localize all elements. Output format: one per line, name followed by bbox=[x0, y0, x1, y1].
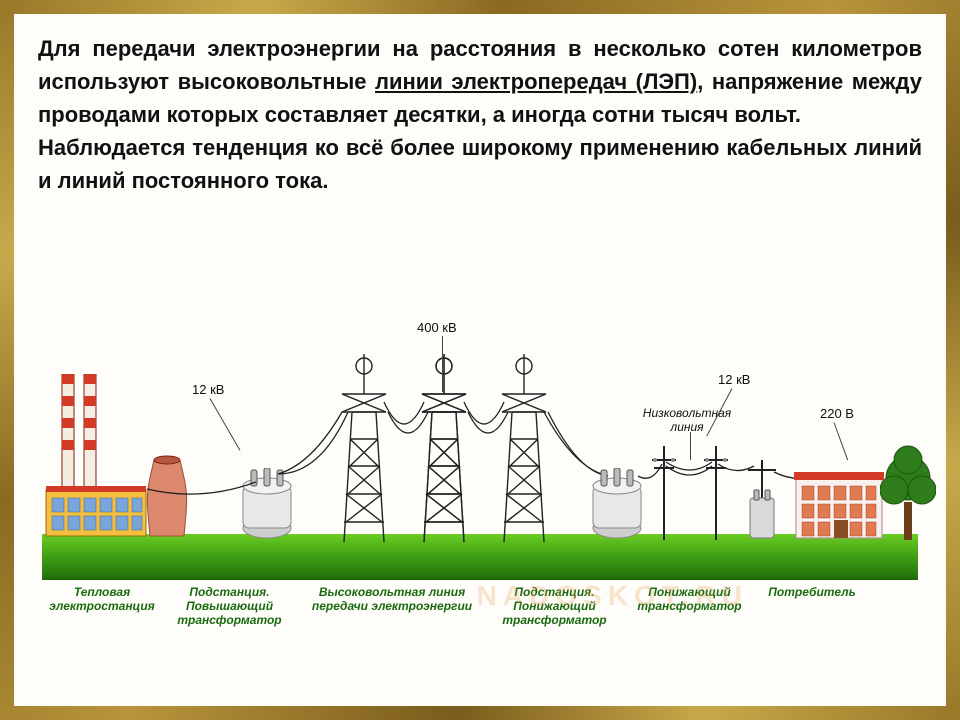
paragraph-2: Наблюдается тенденция ко всё более широк… bbox=[38, 131, 922, 197]
label-12kv-up: 12 кВ bbox=[192, 382, 224, 397]
p1-term: линии электропередач (ЛЭП) bbox=[375, 69, 697, 94]
label-12kv-down: 12 кВ bbox=[718, 372, 750, 387]
transmission-diagram: 12 кВ 400 кВ 12 кВ Низковольтная линия 2… bbox=[42, 314, 918, 674]
small-transformer bbox=[742, 460, 782, 542]
tree bbox=[880, 442, 936, 542]
label-400kv: 400 кВ bbox=[417, 320, 457, 335]
leader-low-line bbox=[690, 432, 691, 460]
captions-row: Тепловая электростанция Подстанция. Повы… bbox=[42, 586, 918, 627]
caption-step-up: Подстанция. Повышающий трансформатор bbox=[162, 586, 297, 627]
distribution-pole-1 bbox=[652, 446, 676, 542]
caption-consumer: Потребитель bbox=[757, 586, 867, 627]
caption-plant: Тепловая электростанция bbox=[42, 586, 162, 627]
paragraph-1: Для передачи электроэнергии на расстояни… bbox=[38, 32, 922, 131]
caption-step-down: Подстанция. Понижающий трансформатор bbox=[487, 586, 622, 627]
caption-small-trafo: Понижающий трансформатор bbox=[622, 586, 757, 627]
step-down-substation bbox=[587, 468, 647, 544]
slide-frame: Для передачи электроэнергии на расстояни… bbox=[0, 0, 960, 720]
leader-400kv bbox=[442, 336, 443, 392]
label-220v: 220 В bbox=[820, 406, 854, 421]
label-low-voltage-line: Низковольтная линия bbox=[632, 406, 742, 434]
caption-hv-line: Высоковольтная линия передачи электроэне… bbox=[297, 586, 487, 627]
distribution-pole-2 bbox=[704, 446, 728, 542]
consumer-building bbox=[794, 460, 884, 542]
